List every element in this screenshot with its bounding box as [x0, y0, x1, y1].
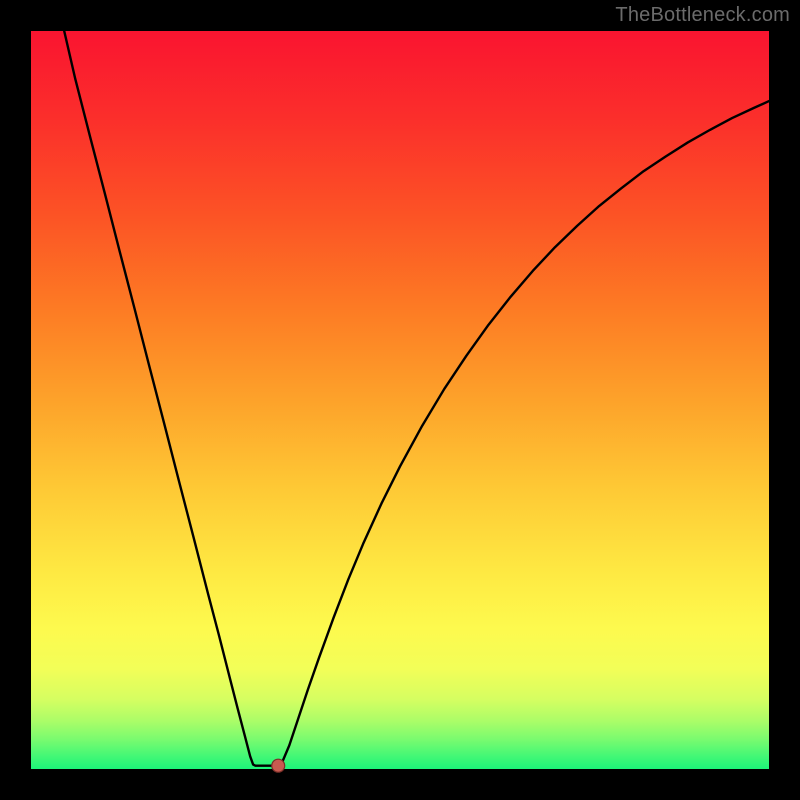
- plot-background-gradient: [31, 31, 769, 769]
- bottleneck-chart: [0, 0, 800, 800]
- optimal-point-marker: [272, 759, 285, 772]
- watermark-text: TheBottleneck.com: [615, 4, 790, 27]
- chart-container: TheBottleneck.com: [0, 0, 800, 800]
